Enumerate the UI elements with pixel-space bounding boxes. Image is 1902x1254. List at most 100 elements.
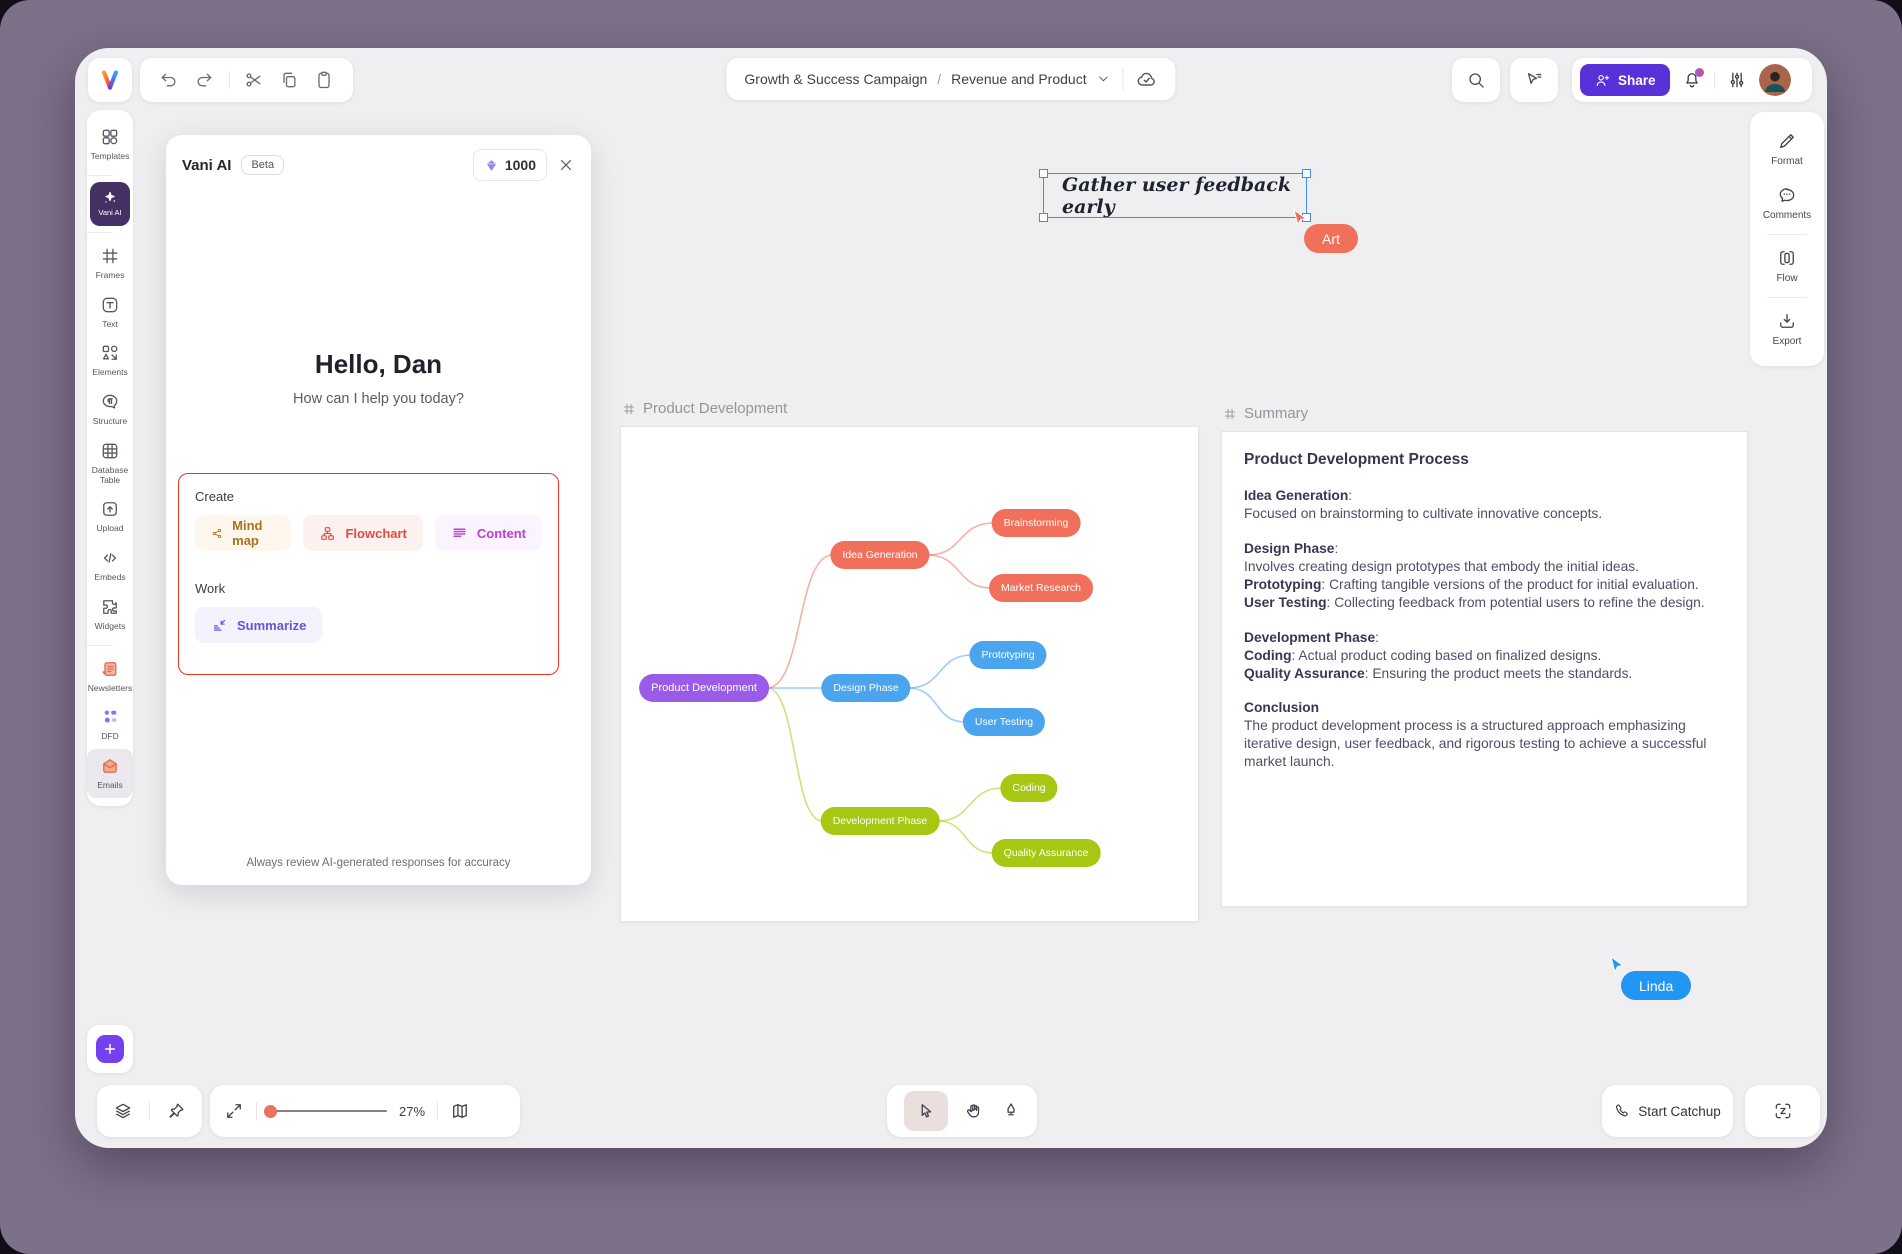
hand-tool-icon[interactable]: [964, 1101, 984, 1121]
cursor-name-tag: Art: [1304, 224, 1358, 253]
mindmap-node-quality-assurance[interactable]: Quality Assurance: [991, 839, 1101, 867]
content-button[interactable]: Content: [434, 515, 542, 551]
select-tool[interactable]: [903, 1091, 948, 1131]
mind-map-button[interactable]: Mind map: [195, 515, 292, 551]
text-tool-icon: [100, 295, 120, 315]
topbar-divider: [1713, 71, 1715, 89]
mindmap-node-user-testing[interactable]: User Testing: [962, 708, 1046, 736]
copy-icon[interactable]: [279, 70, 299, 90]
bottom-divider: [437, 1102, 439, 1120]
mindmap-node-development[interactable]: Development Phase: [820, 807, 940, 835]
search-button[interactable]: [1452, 58, 1500, 102]
settings-sliders-icon[interactable]: [1727, 70, 1747, 90]
note-text: Gather user feedback early: [1062, 173, 1292, 218]
share-label: Share: [1618, 72, 1656, 88]
frame-hash-icon: [1223, 407, 1237, 421]
pen-tool-icon[interactable]: [1001, 1101, 1021, 1121]
mindmap-node-brainstorming[interactable]: Brainstorming: [991, 509, 1081, 537]
mindmap-node-market-research[interactable]: Market Research: [989, 574, 1093, 602]
ai-disclaimer: Always review AI-generated responses for…: [246, 857, 511, 869]
canvas-tools: [887, 1085, 1037, 1137]
mindmap-node-idea[interactable]: Idea Generation: [830, 541, 930, 569]
sidebar-item-emails[interactable]: Emails: [87, 749, 133, 798]
bell-icon: [1682, 70, 1702, 90]
selection-handle[interactable]: [1039, 213, 1048, 222]
present-button[interactable]: [1510, 58, 1558, 102]
mindmap-node-coding[interactable]: Coding: [1000, 774, 1058, 802]
mindmap-diagram: Product Development Idea Generation Brains…: [621, 427, 1198, 921]
sidebar-item-embeds[interactable]: Embeds: [87, 541, 133, 590]
mindmap-node-root[interactable]: Product Development: [639, 674, 769, 702]
cloud-saved-icon: [1136, 68, 1158, 90]
sidebar-item-vani-ai[interactable]: Vani AI: [87, 181, 133, 226]
frame-title-bar[interactable]: Product Development: [622, 400, 787, 417]
bottom-divider: [149, 1102, 150, 1120]
export-icon: [1777, 311, 1797, 331]
frames-icon: [100, 246, 120, 266]
sparkles-icon: [102, 190, 118, 206]
frame-product-development[interactable]: Product Development Product Development I…: [620, 400, 1199, 922]
upload-icon: [100, 499, 120, 519]
cut-icon[interactable]: [244, 70, 264, 90]
breadcrumb-project[interactable]: Growth & Success Campaign: [744, 71, 928, 87]
minimap-icon[interactable]: [450, 1101, 470, 1121]
rail-item-export[interactable]: Export: [1773, 302, 1801, 356]
selection-handle[interactable]: [1039, 169, 1048, 178]
sidebar-item-templates[interactable]: Templates: [87, 120, 133, 169]
undo-icon[interactable]: [159, 70, 179, 90]
flow-icon: [1777, 248, 1797, 268]
mindmap-node-design[interactable]: Design Phase: [821, 674, 911, 702]
layers-icon[interactable]: [113, 1101, 133, 1121]
sidebar-item-upload[interactable]: Upload: [87, 492, 133, 541]
frame-summary[interactable]: Summary Product Development Process Idea …: [1221, 405, 1748, 907]
format-icon: [1777, 131, 1797, 151]
sidebar-item-text[interactable]: Text: [87, 288, 133, 337]
credits-pill[interactable]: 1000: [472, 149, 547, 181]
redo-icon[interactable]: [194, 70, 214, 90]
summary-text: Product Development Process Idea Generati…: [1244, 451, 1707, 770]
vani-ai-panel: Vani AI Beta 1000 Hello, Dan How can I h…: [166, 135, 591, 885]
mindmap-node-prototyping[interactable]: Prototyping: [969, 641, 1047, 669]
sidebar-item-frames[interactable]: Frames: [87, 239, 133, 288]
present-icon: [1524, 70, 1544, 90]
rail-item-comments[interactable]: Comments: [1763, 176, 1811, 230]
breadcrumb-board[interactable]: Revenue and Product: [951, 71, 1087, 87]
zoom-slider[interactable]: [264, 1104, 387, 1118]
start-catchup-button[interactable]: Start Catchup: [1602, 1085, 1733, 1137]
user-avatar[interactable]: [1758, 64, 1791, 96]
rail-item-format[interactable]: Format: [1771, 122, 1803, 176]
paste-icon[interactable]: [314, 70, 334, 90]
frame-title-bar[interactable]: Summary: [1223, 405, 1308, 422]
notifications-button[interactable]: [1682, 68, 1704, 90]
sidebar-item-database-table[interactable]: Database Table: [87, 434, 133, 493]
pin-icon[interactable]: [166, 1101, 186, 1121]
zoom-slider-thumb[interactable]: [264, 1104, 277, 1118]
flowchart-button[interactable]: Flowchart: [303, 515, 423, 551]
zia-button[interactable]: [1745, 1085, 1820, 1137]
flowchart-ic-icon: [319, 525, 336, 542]
close-icon[interactable]: [557, 156, 575, 174]
chevron-down-icon[interactable]: [1097, 72, 1111, 86]
selection-handle[interactable]: [1302, 169, 1311, 178]
cursor-name-tag: Linda: [1621, 971, 1692, 1000]
person-plus-icon: [1594, 72, 1611, 89]
share-button[interactable]: Share: [1580, 64, 1670, 96]
notification-dot: [1694, 68, 1704, 77]
avatar-image: [1758, 64, 1791, 96]
rail-item-flow[interactable]: Flow: [1776, 239, 1798, 293]
content-ic-icon: [451, 525, 468, 542]
sidebar-item-newsletters[interactable]: Newsletters: [87, 652, 133, 701]
selected-text-object[interactable]: Gather user feedback early: [1039, 169, 1311, 222]
sidebar-item-dfd[interactable]: DFD: [87, 700, 133, 749]
sidebar-item-elements[interactable]: Elements: [87, 336, 133, 385]
app-logo[interactable]: [88, 58, 132, 102]
summarize-button[interactable]: Summarize: [195, 607, 323, 643]
expand-icon[interactable]: [224, 1101, 244, 1121]
sidebar-item-structure[interactable]: Structure: [87, 385, 133, 434]
elements-icon: [100, 343, 120, 363]
sidebar-item-widgets[interactable]: Widgets: [87, 590, 133, 639]
add-button[interactable]: [96, 1035, 124, 1063]
frame-hash-icon: [622, 402, 636, 416]
cursor-arrow-icon: [1293, 208, 1308, 227]
